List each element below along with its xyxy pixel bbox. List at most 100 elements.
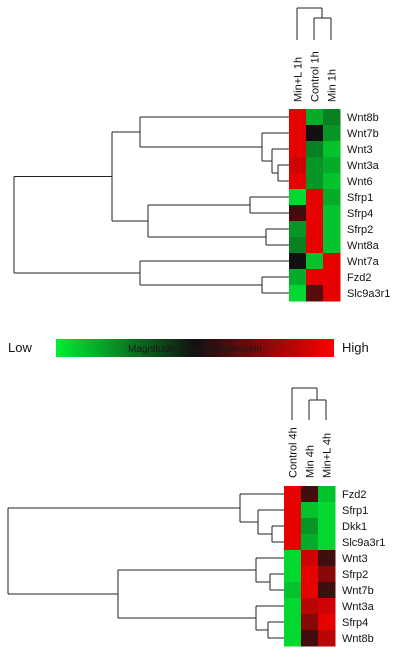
row-dendrogram-4h (7, 493, 284, 639)
heatmap-cell (318, 550, 336, 567)
heatmap-cell (306, 157, 324, 174)
heatmap-cell (284, 598, 302, 615)
heatmap-cell (289, 285, 307, 302)
heatmap-cell (284, 518, 302, 535)
column-label: Min 1h (327, 69, 339, 102)
row-label: Wnt7b (347, 128, 379, 140)
heatmap-cell (284, 550, 302, 567)
heatmap-cell (301, 534, 319, 551)
row-label: Wnt7a (347, 256, 380, 268)
heatmap-cell (306, 125, 324, 142)
heatmap-cell (306, 205, 324, 222)
row-label: Wnt3 (342, 553, 368, 565)
row-branch (148, 204, 266, 238)
heatmap-cell (306, 253, 324, 270)
heatmap-cell (306, 141, 324, 158)
heatmap-cell (301, 518, 319, 535)
row-label: Wnt3 (347, 144, 373, 156)
heatmap-cell (289, 125, 307, 142)
row-label: Wnt3a (347, 160, 380, 172)
row-label: Wnt6 (347, 176, 373, 188)
heatmap-cell (318, 566, 336, 583)
heatmap-4h (284, 486, 336, 647)
heatmap-cell (301, 598, 319, 615)
heatmap-cell (323, 109, 341, 126)
heatmap-cell (284, 582, 302, 599)
row-label: Sfrp1 (342, 505, 368, 517)
heatmap-cell (318, 534, 336, 551)
heatmap-cell (284, 614, 302, 631)
row-branch (8, 507, 240, 595)
heatmap-cell (323, 189, 341, 206)
color-scale: Low Magnitude of gene expression High (8, 339, 369, 357)
heatmap-cell (323, 205, 341, 222)
column-branch (313, 17, 332, 40)
heatmap-cell (318, 518, 336, 535)
row-label: Sfrp2 (347, 224, 373, 236)
heatmap-cell (306, 189, 324, 206)
column-dendrogram-4h (291, 387, 327, 420)
heatmap-cell (323, 173, 341, 190)
heatmap-cell (289, 221, 307, 238)
row-label: Sfrp4 (342, 617, 368, 629)
heatmap-cell (323, 285, 341, 302)
row-label: Slc9a3r1 (347, 288, 390, 300)
row-label: Sfrp1 (347, 192, 373, 204)
scale-mid-label: Magnitude of gene expression (128, 344, 262, 355)
heatmap-cell (301, 582, 319, 599)
heatmap-cell (289, 109, 307, 126)
row-labels-4h: Fzd2 Sfrp1 Dkk1 Slc9a3r1 Wnt3 Sfrp2 Wnt7b Wnt3a… (342, 489, 385, 645)
heatmap-cell (284, 502, 302, 519)
heatmap-cell (289, 237, 307, 254)
row-label: Dkk1 (342, 521, 367, 533)
heatmap-cell (323, 269, 341, 286)
scale-high-label: High (342, 340, 369, 355)
row-label: Wnt3a (342, 601, 375, 613)
heatmap-cell (318, 598, 336, 615)
row-branch (118, 569, 256, 619)
scale-gradient (56, 339, 334, 357)
heatmap-cell (323, 253, 341, 270)
row-label: Wnt7b (342, 585, 374, 597)
heatmap-cell (306, 285, 324, 302)
heatmap-cell (301, 502, 319, 519)
heatmap-cell (289, 269, 307, 286)
heatmap-cell (306, 221, 324, 238)
heatmap-cell (323, 157, 341, 174)
column-labels-1h: Min+L 1h Control 1h Min 1h (293, 51, 339, 102)
heatmap-cell (306, 173, 324, 190)
heatmap-cell (289, 141, 307, 158)
heatmap-cell (284, 630, 302, 647)
heatmap-cell (318, 502, 336, 519)
column-branch (308, 399, 327, 420)
heatmap-cell (301, 566, 319, 583)
heatmap-1h (289, 109, 341, 302)
heatmap-cell (284, 534, 302, 551)
column-label: Min+L 4h (322, 433, 334, 478)
row-dendrogram-1h (13, 116, 289, 294)
column-branch (291, 387, 318, 420)
heatmap-cell (318, 630, 336, 647)
panel-4h: Control 4h Min 4h Min+L 4h Fzd2 Sfrp1 Dkk1 Sl… (7, 387, 385, 647)
heatmap-cell (323, 141, 341, 158)
row-labels-1h: Wnt8b Wnt7b Wnt3 Wnt3a Wnt6 Sfrp1 Sfrp4 Sfrp2 Wn… (347, 112, 390, 300)
heatmap-cell (289, 157, 307, 174)
heatmap-cell (323, 237, 341, 254)
heatmap-cell (289, 173, 307, 190)
heatmap-cell (301, 614, 319, 631)
scale-low-label: Low (8, 340, 32, 355)
heatmap-cell (318, 614, 336, 631)
heatmap-cell (306, 269, 324, 286)
row-label: Wnt8b (347, 112, 379, 124)
row-label: Wnt8b (342, 633, 374, 645)
panel-1h: Min+L 1h Control 1h Min 1h Wnt8b Wnt7b Wnt3 W… (13, 7, 390, 302)
heatmap-cell (289, 253, 307, 270)
row-branch (112, 131, 148, 222)
column-branch (296, 7, 323, 40)
row-label: Fzd2 (347, 272, 371, 284)
heatmap-cell (306, 109, 324, 126)
heatmap-cell (284, 486, 302, 503)
column-labels-4h: Control 4h Min 4h Min+L 4h (288, 427, 334, 478)
heatmap-cell (306, 237, 324, 254)
